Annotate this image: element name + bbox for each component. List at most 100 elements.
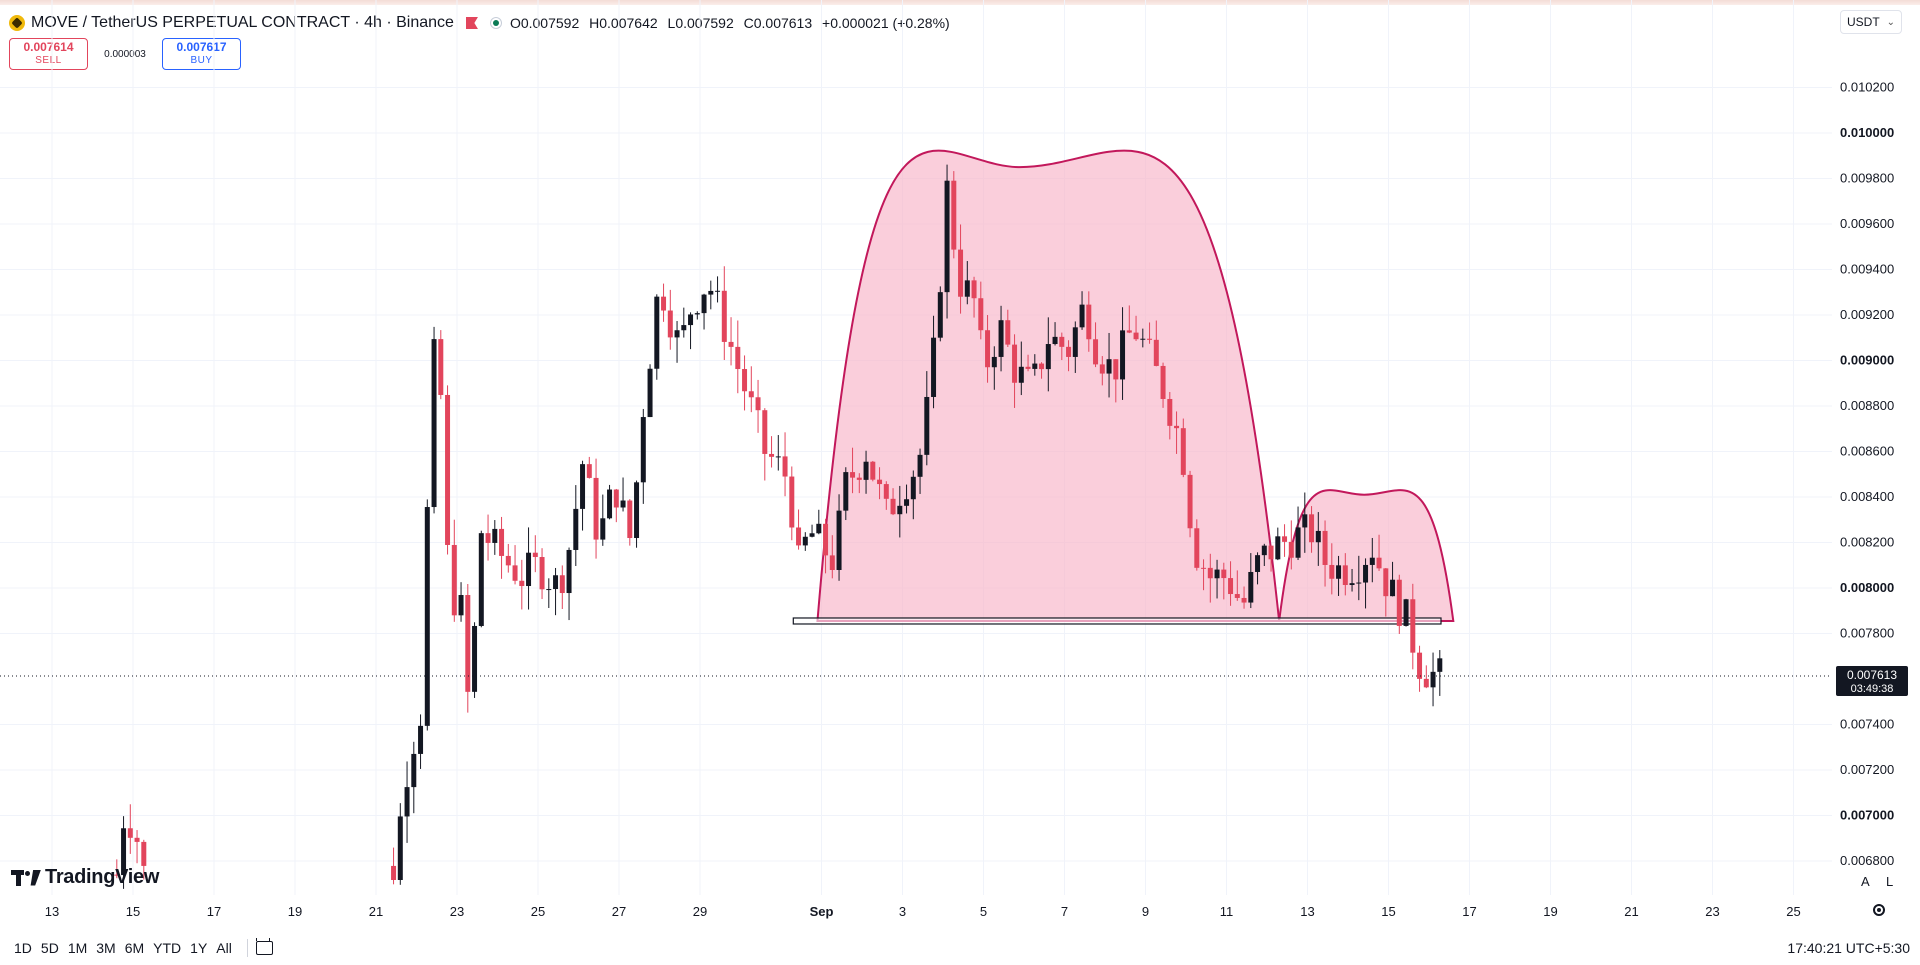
candle-body — [1342, 565, 1348, 586]
sell-label: SELL — [35, 55, 62, 66]
range-3m[interactable]: 3M — [96, 939, 116, 956]
range-5d[interactable]: 5D — [40, 939, 59, 956]
candle-body — [728, 341, 734, 347]
time-tick-label: 21 — [1624, 904, 1638, 919]
candle-body — [951, 180, 957, 250]
symbol-title[interactable]: MOVE / TetherUS PERPETUAL CONTRACT · 4h … — [31, 14, 454, 31]
candle-body — [519, 580, 525, 587]
candle-body — [1018, 366, 1024, 383]
range-1m[interactable]: 1M — [67, 939, 88, 956]
range-1y[interactable]: 1Y — [190, 939, 208, 956]
candle-body — [627, 500, 633, 539]
sell-button[interactable]: 0.007614 SELL — [9, 38, 88, 70]
candle-body — [1221, 569, 1227, 579]
range-6m[interactable]: 6M — [124, 939, 145, 956]
candle-body — [796, 527, 802, 546]
candle-body — [647, 368, 653, 418]
tradingview-watermark[interactable]: TradingView — [11, 866, 159, 889]
candle-body — [904, 499, 910, 506]
candle-body — [1045, 344, 1051, 370]
last-price-tag — [1836, 666, 1908, 697]
currency-label: USDT — [1847, 15, 1880, 29]
time-tick-label: 25 — [1786, 904, 1800, 919]
candle-body — [573, 508, 579, 550]
candle-body — [613, 489, 619, 508]
candle-body — [1174, 425, 1180, 429]
time-tick-label: 11 — [1220, 904, 1234, 919]
go-to-date-icon[interactable] — [255, 937, 273, 955]
log-scale-button[interactable]: L — [1886, 874, 1894, 889]
candle-body — [1248, 571, 1254, 603]
candle-body — [1376, 557, 1382, 569]
time-tick-label: 29 — [693, 904, 707, 919]
candle-body — [1187, 474, 1193, 529]
currency-select[interactable]: USDT ⌄ — [1840, 10, 1902, 34]
price-axis[interactable]: 0.010200 0.010000 0.009800 0.009600 0.009400… — [1840, 80, 1894, 869]
candle-body — [1228, 578, 1234, 595]
candle-body — [411, 753, 417, 788]
price-tick-label: 0.008400 — [1840, 489, 1894, 504]
candle-body — [1086, 304, 1092, 340]
candle-body — [769, 453, 775, 457]
candle-body — [499, 528, 505, 556]
candle-body — [546, 589, 552, 591]
price-tick-label: 0.010200 — [1840, 80, 1894, 95]
candle-body — [1315, 530, 1321, 543]
time-tick-label: 7 — [1061, 904, 1068, 919]
candle-body — [1214, 569, 1220, 579]
candle-body — [1025, 366, 1031, 369]
candle-body — [397, 816, 403, 881]
candle-body — [694, 313, 700, 315]
candle-body — [674, 330, 680, 338]
last-price-label: 0.007613 — [1847, 668, 1897, 682]
candle-body — [998, 320, 1004, 357]
candle-body — [1126, 330, 1132, 333]
time-tick-label: 5 — [980, 904, 987, 919]
candle-body — [532, 552, 538, 558]
candle-body — [586, 464, 592, 478]
market-status-icon[interactable] — [489, 17, 502, 29]
candle-body — [742, 369, 748, 392]
candle-body — [445, 394, 451, 545]
candle-body — [1207, 567, 1213, 579]
chart-settings-icon[interactable] — [1873, 904, 1885, 916]
price-tick-label: 0.008200 — [1840, 535, 1894, 550]
range-all[interactable]: All — [216, 939, 232, 956]
flag-icon[interactable] — [465, 17, 478, 29]
candle-body — [978, 298, 984, 331]
candle-body — [640, 417, 646, 483]
candle-body — [782, 456, 788, 477]
range-ytd[interactable]: YTD — [153, 939, 182, 956]
candle-body — [688, 314, 694, 326]
auto-scale-button[interactable]: A — [1861, 874, 1870, 889]
time-tick-label: 19 — [288, 904, 302, 919]
time-tick-label: 19 — [1543, 904, 1557, 919]
candle-body — [526, 552, 532, 587]
head-and-shoulders-pattern — [792, 149, 1455, 625]
range-1d[interactable]: 1D — [14, 939, 32, 956]
candle-body — [937, 292, 943, 338]
candle-body — [1282, 536, 1288, 542]
candle-body — [870, 461, 876, 480]
candle-body — [856, 477, 862, 480]
candle-body — [431, 339, 437, 508]
candle-body — [850, 472, 856, 478]
candle-body — [438, 339, 444, 395]
candle-body — [1322, 530, 1328, 565]
candle-body — [1255, 555, 1261, 572]
clock-timezone[interactable]: 17:40:21 UTC+5:30 — [1787, 940, 1910, 956]
candle-body — [492, 528, 498, 543]
coin-logo-icon — [9, 15, 25, 31]
candle-body — [539, 557, 545, 590]
candle-body — [485, 533, 491, 543]
candle-body — [465, 595, 471, 692]
candle-body — [1012, 344, 1018, 383]
ohlc-high: H0.007642 — [589, 15, 658, 31]
price-tick-label: 0.008000 — [1840, 580, 1894, 595]
time-axis[interactable]: 13 15 17 19 21 23 25 27 29 Sep 3 5 7 9 11 13 15 17 19 21 23 2… — [45, 904, 1801, 919]
toolbar-divider — [246, 938, 248, 957]
candle-body — [816, 523, 822, 534]
price-tick-label: 0.006800 — [1840, 853, 1894, 868]
candle-body — [505, 555, 511, 566]
